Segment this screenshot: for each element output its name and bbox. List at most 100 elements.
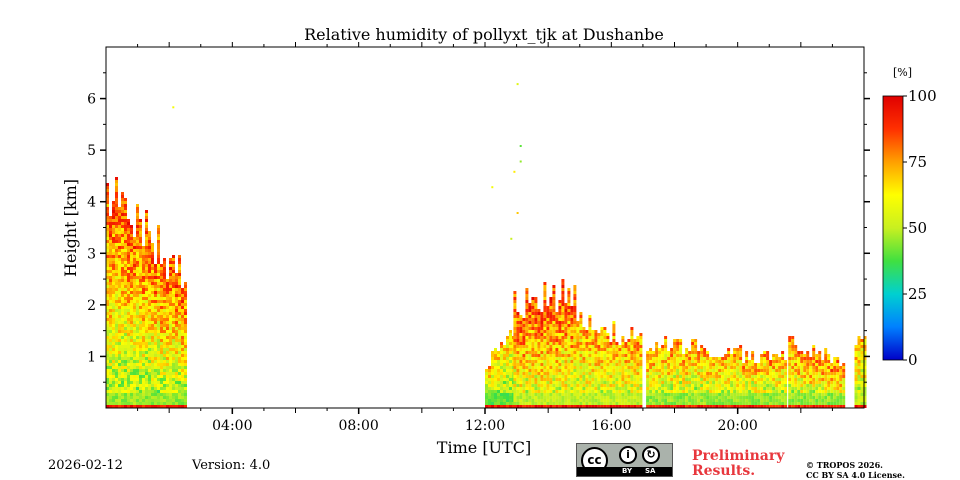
data-cell <box>175 285 178 288</box>
data-cell <box>769 360 773 363</box>
data-cell <box>827 393 831 396</box>
data-cell <box>748 369 752 372</box>
data-cell <box>142 267 145 270</box>
data-cell <box>145 291 148 294</box>
data-cell <box>522 372 526 375</box>
data-cell <box>513 330 517 333</box>
data-cell <box>513 315 517 318</box>
data-cell <box>163 336 166 339</box>
data-cell <box>494 363 497 366</box>
data-cell <box>127 375 130 378</box>
data-cell <box>139 285 142 288</box>
data-cell <box>537 345 541 348</box>
data-cell <box>730 369 734 372</box>
data-cell <box>739 363 743 366</box>
data-cell <box>534 309 538 312</box>
data-cell <box>531 387 535 390</box>
data-cell <box>784 393 788 396</box>
data-cell <box>491 381 494 384</box>
data-cell <box>670 348 674 351</box>
data-cell <box>624 405 628 408</box>
data-cell <box>661 360 665 363</box>
data-cell <box>603 348 607 351</box>
data-cell <box>178 288 181 291</box>
data-cell <box>609 342 613 345</box>
data-cell <box>121 291 124 294</box>
data-cell <box>160 294 163 297</box>
data-cell <box>509 330 512 333</box>
data-cell <box>133 252 136 255</box>
data-cell <box>670 378 674 381</box>
data-cell <box>121 285 124 288</box>
data-cell <box>534 381 538 384</box>
data-cell <box>576 399 580 402</box>
data-cell <box>552 360 556 363</box>
data-cell <box>160 270 163 273</box>
data-cell <box>106 366 109 369</box>
data-cell <box>139 258 142 261</box>
data-cell <box>603 357 607 360</box>
data-cell <box>178 324 181 327</box>
data-cell <box>778 366 782 369</box>
data-cell <box>594 354 598 357</box>
data-cell <box>112 258 115 261</box>
data-cell <box>778 369 782 372</box>
data-cell <box>715 357 719 360</box>
data-cell <box>488 381 491 384</box>
data-cell <box>175 312 178 315</box>
data-cell <box>139 393 142 396</box>
data-cell <box>821 375 825 378</box>
data-cell <box>522 333 526 336</box>
data-cell <box>516 405 520 408</box>
data-cell <box>175 360 178 363</box>
data-cell <box>494 378 497 381</box>
data-cell <box>178 363 181 366</box>
data-cell <box>522 402 526 405</box>
data-cell <box>739 375 743 378</box>
data-cell <box>760 354 764 357</box>
data-cell <box>151 315 154 318</box>
data-cell <box>509 336 512 339</box>
data-cell <box>700 387 704 390</box>
data-cell <box>775 357 779 360</box>
data-cell <box>157 333 160 336</box>
data-cell <box>812 387 816 390</box>
data-cell <box>519 390 523 393</box>
data-cell <box>127 351 130 354</box>
data-cell <box>163 378 166 381</box>
data-cell <box>549 354 553 357</box>
data-cell <box>184 324 187 327</box>
data-cell <box>688 381 692 384</box>
data-cell <box>633 381 637 384</box>
data-cell <box>661 378 665 381</box>
data-cell <box>175 297 178 300</box>
data-cell <box>781 360 785 363</box>
data-cell <box>597 345 601 348</box>
data-cell <box>145 327 148 330</box>
data-cell <box>833 363 837 366</box>
data-cell <box>127 381 130 384</box>
data-cell <box>106 219 109 222</box>
data-cell <box>136 252 139 255</box>
data-cell <box>736 390 740 393</box>
data-cell <box>118 378 121 381</box>
data-cell <box>772 354 776 357</box>
data-cell <box>148 405 151 408</box>
data-cell <box>809 375 813 378</box>
data-cell <box>118 321 121 324</box>
data-cell <box>525 396 529 399</box>
data-cell <box>591 345 595 348</box>
data-cell <box>688 360 692 363</box>
data-cell <box>157 270 160 273</box>
data-cell <box>139 225 142 228</box>
data-cell <box>142 390 145 393</box>
data-cell <box>525 360 529 363</box>
data-cell <box>145 210 148 213</box>
data-cell <box>839 396 843 399</box>
data-cell <box>594 351 598 354</box>
data-cell <box>715 363 719 366</box>
data-cell <box>534 399 538 402</box>
data-cell <box>733 369 737 372</box>
data-cell <box>127 225 130 228</box>
data-cell <box>160 345 163 348</box>
